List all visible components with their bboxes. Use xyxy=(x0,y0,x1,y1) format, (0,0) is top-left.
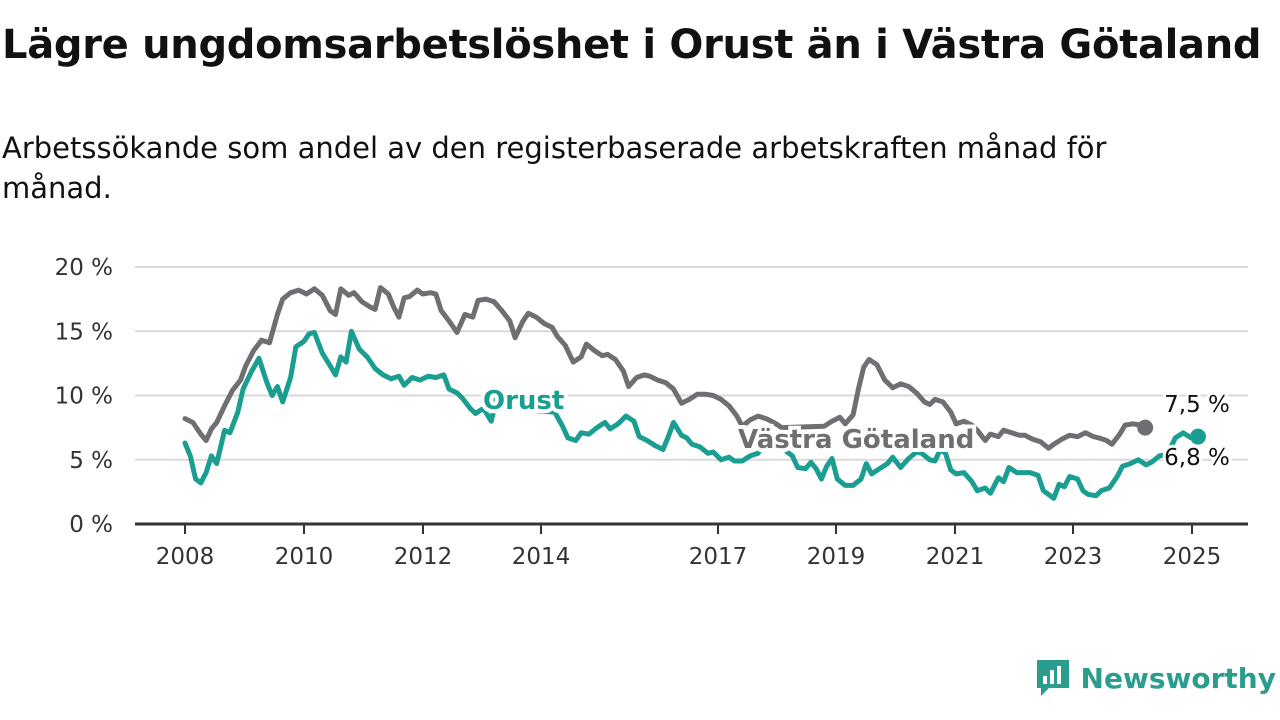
x-tick-label: 2012 xyxy=(394,544,453,570)
label-layer: Orust Västra Götaland 7,5 % 6,8 % xyxy=(479,382,1233,474)
y-tick-label: 20 % xyxy=(55,255,113,281)
series-line-orust xyxy=(182,328,1201,501)
y-tick-label: 0 % xyxy=(69,512,113,538)
series-layer xyxy=(182,285,1206,501)
x-tick-label: 2019 xyxy=(807,544,866,570)
end-marker-vg xyxy=(1137,419,1154,436)
end-label-orust: 6,8 % xyxy=(1164,445,1230,471)
y-tick-label: 10 % xyxy=(55,384,113,410)
y-tick-label: 5 % xyxy=(69,448,113,474)
x-tick-label: 2017 xyxy=(689,544,748,570)
chart-title: Lägre ungdomsarbetslöshet i Orust än i V… xyxy=(2,22,1262,68)
grid-layer: 0 % 5 % 10 % 15 % 20 % 2008 2010 2012 2014 2017 20… xyxy=(55,255,1248,570)
brand-name: Newsworthy xyxy=(1080,661,1276,695)
x-tick-label: 2010 xyxy=(275,544,334,570)
end-label-vg: 7,5 % xyxy=(1164,392,1230,418)
chart-subtitle: Arbetssökande som andel av den registerb… xyxy=(2,131,1107,205)
x-tick-label: 2008 xyxy=(156,544,215,570)
x-tick-label: 2025 xyxy=(1163,544,1222,570)
x-tick-label: 2023 xyxy=(1044,544,1103,570)
newsworthy-logo: Newsworthy xyxy=(1035,658,1276,698)
series-label-vg: Västra Götaland xyxy=(738,425,974,455)
x-tick-label: 2021 xyxy=(926,544,985,570)
x-tick-label: 2014 xyxy=(512,544,571,570)
series-line-vg xyxy=(182,285,1148,451)
end-marker-orust xyxy=(1190,428,1206,445)
newsworthy-logo-icon xyxy=(1036,660,1069,696)
series-label-orust: Orust xyxy=(483,386,564,416)
y-tick-label: 15 % xyxy=(55,319,113,345)
